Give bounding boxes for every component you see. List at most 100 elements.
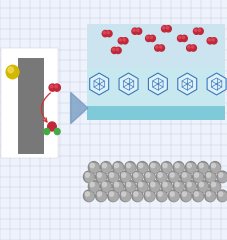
Circle shape <box>119 39 121 41</box>
Circle shape <box>126 163 134 172</box>
Circle shape <box>193 173 198 177</box>
Circle shape <box>88 162 99 173</box>
Circle shape <box>210 163 215 168</box>
Circle shape <box>135 28 141 34</box>
Circle shape <box>143 171 154 183</box>
Circle shape <box>109 173 113 177</box>
Circle shape <box>97 192 101 196</box>
Circle shape <box>169 173 173 177</box>
Circle shape <box>155 190 166 202</box>
Circle shape <box>180 35 186 42</box>
Circle shape <box>198 163 207 172</box>
Circle shape <box>49 84 56 91</box>
Circle shape <box>204 171 215 183</box>
Circle shape <box>85 192 89 196</box>
Circle shape <box>186 45 192 51</box>
Circle shape <box>192 190 203 202</box>
Circle shape <box>88 180 99 192</box>
Circle shape <box>209 180 220 192</box>
Circle shape <box>8 67 13 73</box>
Circle shape <box>138 163 146 172</box>
Circle shape <box>177 35 183 42</box>
Circle shape <box>54 85 57 88</box>
Circle shape <box>126 182 134 192</box>
Circle shape <box>138 182 146 192</box>
Circle shape <box>6 65 19 79</box>
Circle shape <box>193 192 198 196</box>
Circle shape <box>196 28 202 34</box>
Circle shape <box>198 182 202 187</box>
Circle shape <box>186 182 190 187</box>
Circle shape <box>182 36 184 39</box>
Circle shape <box>169 173 178 182</box>
Circle shape <box>150 36 152 39</box>
Circle shape <box>216 190 227 202</box>
Circle shape <box>131 171 142 183</box>
Circle shape <box>218 173 226 182</box>
Circle shape <box>47 122 56 131</box>
Circle shape <box>126 163 130 168</box>
Circle shape <box>174 163 183 172</box>
Circle shape <box>168 171 178 183</box>
Circle shape <box>157 173 166 182</box>
Circle shape <box>162 163 171 172</box>
FancyBboxPatch shape <box>86 67 224 106</box>
Circle shape <box>85 173 89 177</box>
Circle shape <box>53 84 60 91</box>
Circle shape <box>174 163 178 168</box>
Circle shape <box>162 182 166 187</box>
Circle shape <box>85 173 93 182</box>
Circle shape <box>90 182 94 187</box>
FancyBboxPatch shape <box>86 106 224 120</box>
Circle shape <box>102 30 108 37</box>
Circle shape <box>121 173 130 182</box>
Circle shape <box>205 173 214 182</box>
Circle shape <box>180 190 190 202</box>
Circle shape <box>173 162 183 173</box>
Circle shape <box>145 173 149 177</box>
Polygon shape <box>70 92 87 124</box>
FancyArrowPatch shape <box>41 93 50 122</box>
Circle shape <box>146 36 148 39</box>
Circle shape <box>112 48 114 51</box>
Circle shape <box>97 192 105 201</box>
Circle shape <box>133 173 137 177</box>
Circle shape <box>107 190 118 202</box>
Circle shape <box>133 173 142 182</box>
Circle shape <box>158 45 164 51</box>
Circle shape <box>90 163 94 168</box>
Circle shape <box>209 162 220 173</box>
Circle shape <box>181 192 190 201</box>
Circle shape <box>103 31 105 34</box>
Circle shape <box>97 173 105 182</box>
Circle shape <box>54 128 60 135</box>
Circle shape <box>121 173 125 177</box>
Circle shape <box>198 182 207 192</box>
Circle shape <box>157 192 161 196</box>
Polygon shape <box>206 73 225 95</box>
Circle shape <box>83 190 94 202</box>
Circle shape <box>102 182 110 192</box>
Polygon shape <box>89 73 108 95</box>
Circle shape <box>166 27 168 29</box>
Circle shape <box>190 45 195 51</box>
Circle shape <box>115 47 121 54</box>
Circle shape <box>102 182 106 187</box>
Circle shape <box>148 162 159 173</box>
Circle shape <box>169 192 173 196</box>
Circle shape <box>186 163 195 172</box>
Circle shape <box>145 173 154 182</box>
Circle shape <box>85 192 93 201</box>
Circle shape <box>218 173 222 177</box>
FancyBboxPatch shape <box>1 48 58 158</box>
Circle shape <box>109 192 117 201</box>
Circle shape <box>109 173 117 182</box>
Circle shape <box>109 192 113 196</box>
Circle shape <box>154 45 160 51</box>
Circle shape <box>205 192 210 196</box>
Circle shape <box>207 39 210 41</box>
Circle shape <box>210 182 215 187</box>
Circle shape <box>107 31 109 34</box>
Circle shape <box>83 171 94 183</box>
Circle shape <box>174 182 178 187</box>
